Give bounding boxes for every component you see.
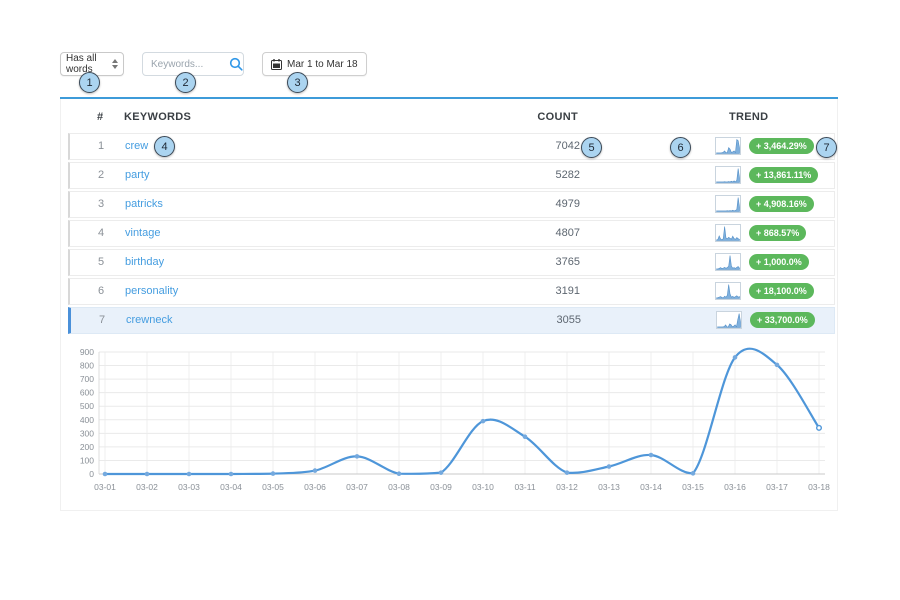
svg-text:03-07: 03-07	[346, 482, 368, 492]
svg-text:03-12: 03-12	[556, 482, 578, 492]
trend-sparkline[interactable]	[715, 253, 741, 271]
table-row[interactable]: 5 birthday 3765 + 1,000.0%	[68, 249, 835, 276]
column-header-keywords: KEYWORDS	[124, 111, 192, 123]
trend-badge: + 33,700.0%	[750, 312, 815, 328]
annotation-marker-2: 2	[175, 72, 196, 93]
trend-chart: 03-01 03-02 03-03 03-04 03-05 03-06 03-07 03-08…	[73, 346, 833, 498]
svg-text:03-05: 03-05	[262, 482, 284, 492]
row-rank: 3	[98, 198, 105, 210]
accent-divider	[60, 97, 838, 99]
column-header-trend: TREND	[729, 111, 769, 123]
svg-text:100: 100	[80, 455, 94, 465]
svg-text:500: 500	[80, 401, 94, 411]
svg-text:03-14: 03-14	[640, 482, 662, 492]
svg-text:03-18: 03-18	[808, 482, 830, 492]
trend-badge: + 1,000.0%	[749, 254, 809, 270]
keyword-link[interactable]: personality	[125, 285, 179, 297]
annotation-marker-7: 7	[816, 137, 837, 158]
column-header-rank: #	[97, 111, 104, 123]
keyword-count: 5282	[555, 169, 580, 181]
date-range-label: Mar 1 to Mar 18	[287, 58, 358, 70]
svg-text:03-01: 03-01	[94, 482, 116, 492]
keyword-link[interactable]: vintage	[125, 227, 161, 239]
svg-text:600: 600	[80, 388, 94, 398]
svg-text:03-13: 03-13	[598, 482, 620, 492]
svg-text:400: 400	[80, 415, 94, 425]
svg-text:300: 300	[80, 428, 94, 438]
annotation-marker-3: 3	[287, 72, 308, 93]
keyword-count: 3765	[555, 256, 580, 268]
match-type-value: Has all words	[66, 53, 97, 75]
row-rank: 6	[98, 285, 105, 297]
annotation-marker-1: 1	[79, 72, 100, 93]
table-rows: 1 crew 7042 + 3,464.29% 2 party 5282 + 13,861.1…	[61, 133, 837, 334]
table-row[interactable]: 1 crew 7042 + 3,464.29%	[68, 133, 835, 160]
table-row[interactable]: 2 party 5282 + 13,861.11%	[68, 162, 835, 189]
trend-badge: + 4,908.16%	[749, 196, 814, 212]
svg-text:03-08: 03-08	[388, 482, 410, 492]
results-card: # KEYWORDS COUNT TREND 1 crew 7042 + 3,464.…	[60, 99, 838, 511]
keyword-search-box	[142, 52, 244, 76]
trend-sparkline[interactable]	[715, 224, 741, 242]
svg-text:03-09: 03-09	[430, 482, 452, 492]
svg-text:03-06: 03-06	[304, 482, 326, 492]
svg-text:700: 700	[80, 374, 94, 384]
trend-badge: + 868.57%	[749, 225, 807, 241]
svg-text:03-15: 03-15	[682, 482, 704, 492]
row-rank: 2	[98, 169, 105, 181]
trend-sparkline[interactable]	[715, 195, 741, 213]
trend-sparkline[interactable]	[715, 282, 741, 300]
keyword-search-input[interactable]	[149, 57, 229, 71]
svg-text:03-16: 03-16	[724, 482, 746, 492]
table-row[interactable]: 4 vintage 4807 + 868.57%	[68, 220, 835, 247]
row-rank: 1	[98, 140, 105, 152]
svg-text:0: 0	[89, 469, 94, 479]
date-range-button[interactable]: Mar 1 to Mar 18	[262, 52, 367, 76]
row-rank: 4	[98, 227, 105, 239]
trend-sparkline[interactable]	[715, 166, 741, 184]
row-rank: 7	[99, 314, 106, 326]
svg-text:03-03: 03-03	[178, 482, 200, 492]
trend-badge: + 18,100.0%	[749, 283, 814, 299]
trend-sparkline[interactable]	[716, 311, 742, 329]
annotation-marker-4: 4	[154, 136, 175, 157]
search-icon[interactable]	[229, 57, 243, 71]
annotation-marker-6: 6	[670, 137, 691, 158]
keyword-count: 7042	[555, 140, 580, 152]
svg-text:200: 200	[80, 442, 94, 452]
svg-text:03-10: 03-10	[472, 482, 494, 492]
svg-text:03-11: 03-11	[514, 482, 535, 492]
keyword-count: 3055	[556, 314, 581, 326]
row-rank: 5	[98, 256, 105, 268]
calendar-icon	[271, 58, 282, 70]
svg-text:900: 900	[80, 347, 94, 357]
keyword-link[interactable]: birthday	[125, 256, 165, 268]
keyword-link[interactable]: crewneck	[126, 314, 173, 326]
trend-badge: + 13,861.11%	[749, 167, 819, 183]
keyword-link[interactable]: crew	[125, 140, 149, 152]
table-header: # KEYWORDS COUNT TREND	[61, 99, 837, 133]
svg-text:800: 800	[80, 361, 94, 371]
trend-sparkline[interactable]	[715, 137, 741, 155]
table-row[interactable]: 3 patricks 4979 + 4,908.16%	[68, 191, 835, 218]
annotation-marker-5: 5	[581, 137, 602, 158]
table-row[interactable]: 7 crewneck 3055 + 33,700.0%	[68, 307, 835, 334]
filter-bar: Has all words Mar 1 to Mar 18	[60, 52, 367, 76]
keyword-count: 4807	[555, 227, 580, 239]
keyword-count: 3191	[555, 285, 580, 297]
svg-text:03-04: 03-04	[220, 482, 242, 492]
table-row[interactable]: 6 personality 3191 + 18,100.0%	[68, 278, 835, 305]
svg-text:03-02: 03-02	[136, 482, 158, 492]
keyword-link[interactable]: party	[125, 169, 150, 181]
trend-badge: + 3,464.29%	[749, 138, 814, 154]
column-header-count: COUNT	[537, 111, 578, 123]
select-arrows-icon	[112, 59, 118, 69]
svg-text:03-17: 03-17	[766, 482, 788, 492]
keyword-link[interactable]: patricks	[125, 198, 163, 210]
keyword-count: 4979	[555, 198, 580, 210]
